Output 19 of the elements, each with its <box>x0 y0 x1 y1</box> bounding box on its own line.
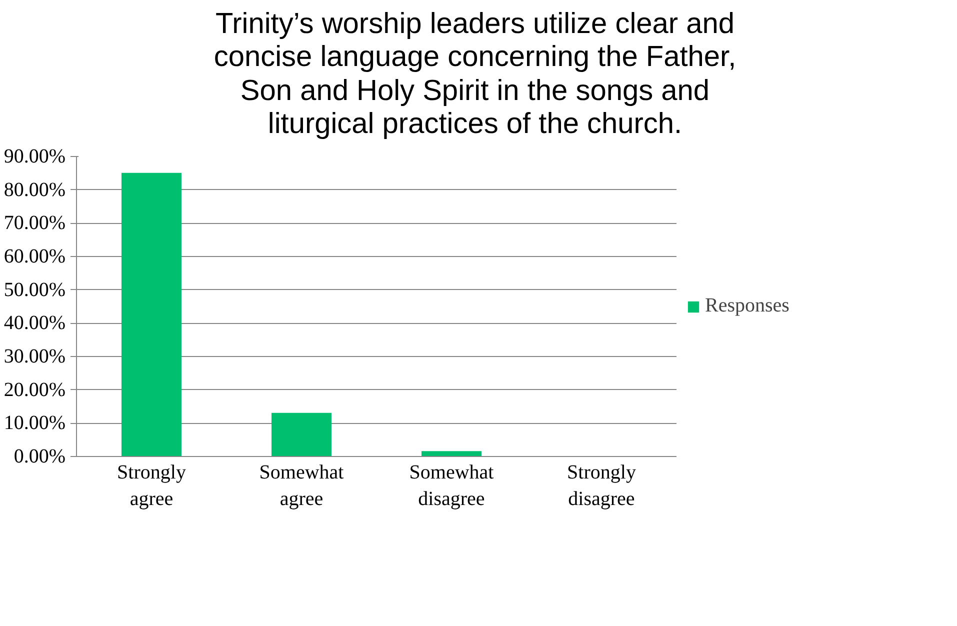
bar <box>422 452 482 457</box>
y-tick-label: 50.00% <box>4 279 66 302</box>
y-tick-label: 70.00% <box>4 212 66 235</box>
x-tick-label: Somewhat disagree <box>409 462 494 510</box>
bar <box>272 413 332 457</box>
bar <box>122 173 182 457</box>
y-tick-label: 30.00% <box>4 346 66 368</box>
y-tick-label: 10.00% <box>4 412 66 435</box>
legend-label: Responses <box>705 294 790 318</box>
y-tick-label: 0.00% <box>14 446 66 468</box>
chart-title: Trinity’s worship leaders utilize clear and concise language concerning the Father, Son and Holy Spirit in the songs and liturgical practices of the church. <box>212 8 738 142</box>
x-tick-label: Strongly disagree <box>567 462 636 510</box>
y-tick-label: 80.00% <box>4 179 66 202</box>
y-tick-label: 20.00% <box>4 379 66 402</box>
y-tick-label: 40.00% <box>4 312 66 335</box>
x-tick-label: Somewhat agree <box>259 462 344 510</box>
y-tick-label: 90.00% <box>4 146 66 168</box>
x-tick-label: Strongly agree <box>117 462 186 510</box>
y-tick-label: 60.00% <box>4 246 66 268</box>
